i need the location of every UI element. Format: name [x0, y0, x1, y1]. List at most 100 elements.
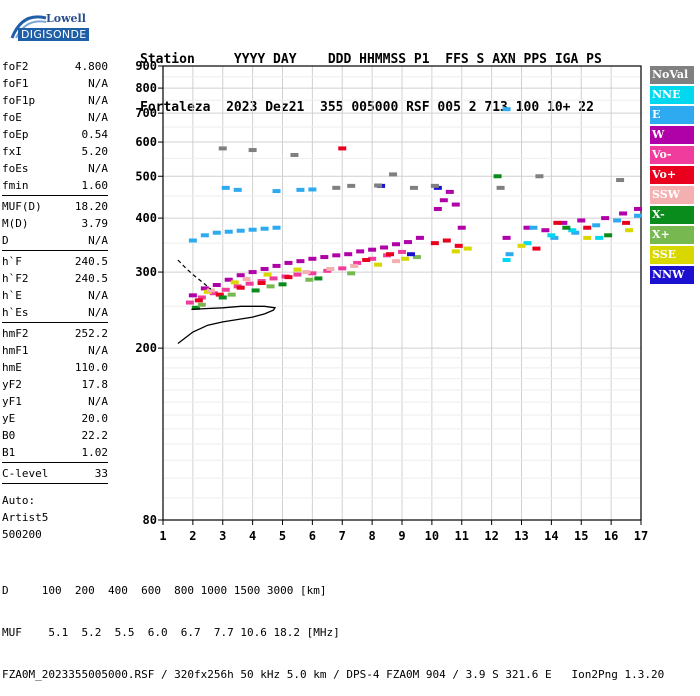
x-tick-label: 9	[398, 529, 405, 543]
x-tick-label: 10	[425, 529, 439, 543]
legend-entry: Vo-	[650, 146, 694, 164]
echo-point	[451, 249, 460, 254]
param-row: fmin 1.60	[2, 177, 108, 194]
param-value: N/A	[88, 94, 108, 107]
echo-point	[601, 216, 610, 221]
echo-point	[389, 172, 398, 177]
y-tick-label: 900	[135, 59, 157, 73]
param-row: hmF2 252.2	[2, 325, 108, 342]
auto-scaling-line: 500200	[2, 528, 42, 541]
echo-point	[272, 225, 281, 230]
param-value: 33	[94, 467, 108, 480]
param-row: B0 22.2	[2, 427, 108, 444]
echo-point	[493, 174, 502, 179]
echo-point	[338, 266, 347, 271]
echo-point	[260, 226, 269, 231]
echo-point	[496, 185, 505, 190]
echo-point	[502, 107, 511, 112]
echo-point	[218, 295, 227, 300]
echo-point	[583, 235, 592, 240]
param-label: hmF1	[2, 344, 29, 357]
ionogram-chart: 1 2 3 4 5 6 7 8 9 10 11 12 13 14 15 16 17802003004005006…	[135, 59, 648, 543]
echo-point	[430, 183, 439, 188]
echo-point	[535, 174, 544, 179]
echo-point	[236, 273, 245, 278]
x-tick-label: 5	[279, 529, 286, 543]
echo-point	[451, 202, 460, 207]
legend-panel: NoVal NNE E W Vo- Vo+ SSW X- X+ SSE NNW	[650, 66, 694, 286]
echo-point	[368, 256, 377, 261]
param-value: 252.2	[74, 327, 108, 340]
param-label: hmE	[2, 361, 22, 374]
echo-point	[296, 259, 305, 264]
echo-point	[374, 262, 383, 267]
echo-point	[433, 206, 442, 211]
echo-point	[200, 286, 209, 291]
echo-point	[290, 152, 299, 157]
param-row: yE 20.0	[2, 410, 108, 427]
param-value: N/A	[88, 111, 108, 124]
echo-point	[362, 257, 371, 262]
echo-point	[233, 187, 242, 192]
echo-point	[206, 288, 215, 293]
echo-point	[347, 271, 356, 276]
param-separator	[2, 322, 108, 323]
echo-point	[212, 230, 221, 235]
echo-point	[595, 235, 604, 240]
echo-point	[236, 285, 245, 290]
param-label: foF1	[2, 77, 29, 90]
echo-point	[406, 252, 415, 257]
echo-point	[284, 275, 293, 280]
echo-point	[442, 238, 451, 243]
echo-point	[523, 225, 532, 230]
legend-entry: NNE	[650, 86, 694, 104]
param-row: MUF(D) 18.20	[2, 198, 108, 215]
echo-point	[415, 235, 424, 240]
echo-point	[188, 238, 197, 243]
param-row: foE N/A	[2, 109, 108, 126]
param-row: M(D) 3.79	[2, 215, 108, 232]
echo-point	[263, 272, 272, 277]
echo-point	[625, 228, 634, 233]
y-tick-label: 800	[135, 81, 157, 95]
echo-point	[400, 256, 409, 261]
param-value: 110.0	[74, 361, 108, 374]
param-value: N/A	[88, 289, 108, 302]
echo-point	[308, 271, 317, 276]
y-tick-label: 400	[135, 211, 157, 225]
echo-point	[284, 260, 293, 265]
echo-point	[236, 228, 245, 233]
echo-point	[541, 228, 550, 233]
param-row: hmE 110.0	[2, 359, 108, 376]
param-row: foEs N/A	[2, 160, 108, 177]
x-tick-label: 7	[339, 529, 346, 543]
param-value: 22.2	[81, 429, 109, 442]
echo-point	[269, 276, 278, 281]
legend-entry: W	[650, 126, 694, 144]
x-tick-label: 8	[369, 529, 376, 543]
echo-point	[347, 183, 356, 188]
echo-point	[517, 243, 526, 248]
auto-scaling-title: Auto:	[2, 494, 36, 507]
param-label: B1	[2, 446, 16, 459]
header-labels: Station YYYY DAY DDD HHMMSS P1 FFS S AXN…	[140, 52, 602, 67]
footer: D 100 200 400 600 800 1000 1500 3000 [km…	[2, 556, 664, 696]
echo-point	[296, 187, 305, 192]
echo-point	[272, 263, 281, 268]
param-label: foF1p	[2, 94, 36, 107]
echo-point	[227, 292, 236, 297]
echo-point	[604, 233, 613, 238]
param-label: D	[2, 234, 9, 247]
echo-point	[278, 282, 287, 287]
echo-point	[550, 235, 559, 240]
param-row: foF2 4.800	[2, 58, 108, 75]
param-label: B0	[2, 429, 16, 442]
echo-point	[293, 267, 302, 272]
echo-point	[200, 233, 209, 238]
echo-point	[568, 228, 577, 233]
x-tick-label: 4	[249, 529, 256, 543]
param-value: 3.79	[81, 217, 109, 230]
x-tick-label: 13	[514, 529, 528, 543]
echo-point	[245, 281, 254, 286]
echo-point	[293, 272, 302, 277]
